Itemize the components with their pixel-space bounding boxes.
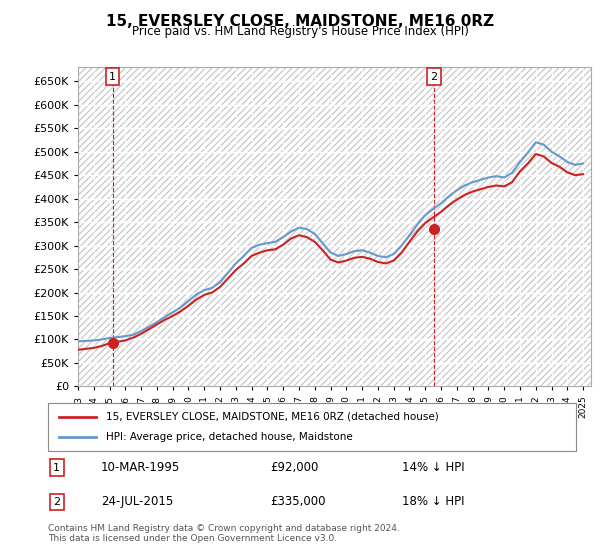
Text: £92,000: £92,000 (270, 461, 318, 474)
Text: 10-MAR-1995: 10-MAR-1995 (101, 461, 180, 474)
Text: 1: 1 (109, 72, 116, 82)
Text: 14% ↓ HPI: 14% ↓ HPI (402, 461, 464, 474)
Text: 1: 1 (53, 463, 60, 473)
Text: 2: 2 (53, 497, 61, 507)
Text: Price paid vs. HM Land Registry's House Price Index (HPI): Price paid vs. HM Land Registry's House … (131, 25, 469, 38)
Text: Contains HM Land Registry data © Crown copyright and database right 2024.
This d: Contains HM Land Registry data © Crown c… (48, 524, 400, 543)
Text: 15, EVERSLEY CLOSE, MAIDSTONE, ME16 0RZ: 15, EVERSLEY CLOSE, MAIDSTONE, ME16 0RZ (106, 14, 494, 29)
Text: 2: 2 (431, 72, 437, 82)
Text: 18% ↓ HPI: 18% ↓ HPI (402, 496, 464, 508)
Text: 15, EVERSLEY CLOSE, MAIDSTONE, ME16 0RZ (detached house): 15, EVERSLEY CLOSE, MAIDSTONE, ME16 0RZ … (106, 412, 439, 422)
FancyBboxPatch shape (48, 403, 576, 451)
Text: £335,000: £335,000 (270, 496, 325, 508)
Text: 24-JUL-2015: 24-JUL-2015 (101, 496, 173, 508)
Text: HPI: Average price, detached house, Maidstone: HPI: Average price, detached house, Maid… (106, 432, 353, 442)
